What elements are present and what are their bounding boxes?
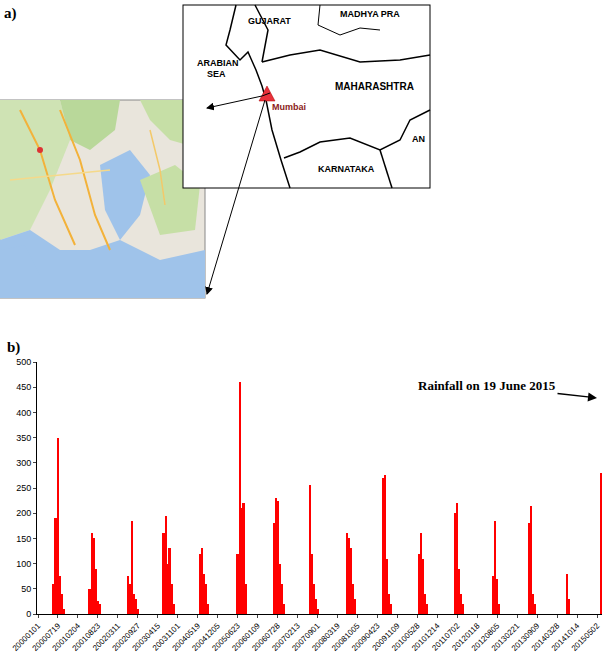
svg-text:Rainfall on 19 June 2015: Rainfall on 19 June 2015 [418, 378, 556, 393]
svg-text:20020927: 20020927 [111, 621, 143, 653]
svg-text:500: 500 [16, 357, 31, 367]
svg-text:20090423: 20090423 [350, 621, 382, 653]
svg-text:450: 450 [16, 382, 31, 392]
svg-text:20060109: 20060109 [230, 621, 262, 653]
svg-text:20031101: 20031101 [151, 621, 183, 653]
svg-text:20081005: 20081005 [330, 621, 362, 653]
svg-text:200: 200 [16, 508, 31, 518]
svg-text:20091109: 20091109 [370, 621, 402, 653]
svg-text:Mumbai: Mumbai [272, 102, 306, 112]
svg-text:20080319: 20080319 [310, 621, 342, 653]
svg-text:20010823: 20010823 [71, 621, 103, 653]
svg-text:20140328: 20140328 [530, 621, 562, 653]
svg-text:350: 350 [16, 433, 31, 443]
svg-text:20010204: 20010204 [51, 621, 83, 653]
svg-text:a): a) [4, 5, 17, 22]
svg-text:20060728: 20060728 [250, 621, 282, 653]
svg-text:300: 300 [16, 458, 31, 468]
svg-text:GUJARAT: GUJARAT [248, 16, 291, 26]
svg-text:KARNATAKA: KARNATAKA [318, 164, 375, 174]
svg-text:50: 50 [21, 584, 31, 594]
svg-text:400: 400 [16, 408, 31, 418]
svg-text:0: 0 [26, 609, 31, 619]
svg-text:20141014: 20141014 [550, 621, 582, 653]
svg-text:MAHARASHTRA: MAHARASHTRA [335, 81, 414, 92]
svg-text:20020311: 20020311 [91, 621, 123, 653]
svg-text:20130221: 20130221 [490, 621, 522, 653]
svg-text:AN: AN [412, 134, 425, 144]
svg-text:20000101: 20000101 [11, 621, 43, 653]
svg-text:20130909: 20130909 [510, 621, 542, 653]
svg-text:20110702: 20110702 [430, 621, 462, 653]
svg-text:20101214: 20101214 [410, 621, 442, 653]
svg-text:20040519: 20040519 [170, 621, 202, 653]
svg-text:20000719: 20000719 [31, 621, 63, 653]
svg-text:250: 250 [16, 483, 31, 493]
svg-text:ARABIANSEA: ARABIANSEA [197, 58, 239, 79]
svg-text:20070213: 20070213 [270, 621, 302, 653]
svg-text:20070901: 20070901 [290, 621, 322, 653]
svg-text:20120805: 20120805 [470, 621, 502, 653]
svg-text:MADHYA PRA: MADHYA PRA [340, 9, 400, 19]
svg-text:20041205: 20041205 [190, 621, 222, 653]
svg-text:100: 100 [16, 559, 31, 569]
svg-text:20120118: 20120118 [450, 621, 482, 653]
svg-text:b): b) [7, 339, 20, 356]
svg-text:20150502: 20150502 [570, 621, 602, 653]
svg-text:20030415: 20030415 [131, 621, 163, 653]
svg-text:150: 150 [16, 534, 31, 544]
svg-text:20100528: 20100528 [390, 621, 422, 653]
svg-text:20050623: 20050623 [210, 621, 242, 653]
